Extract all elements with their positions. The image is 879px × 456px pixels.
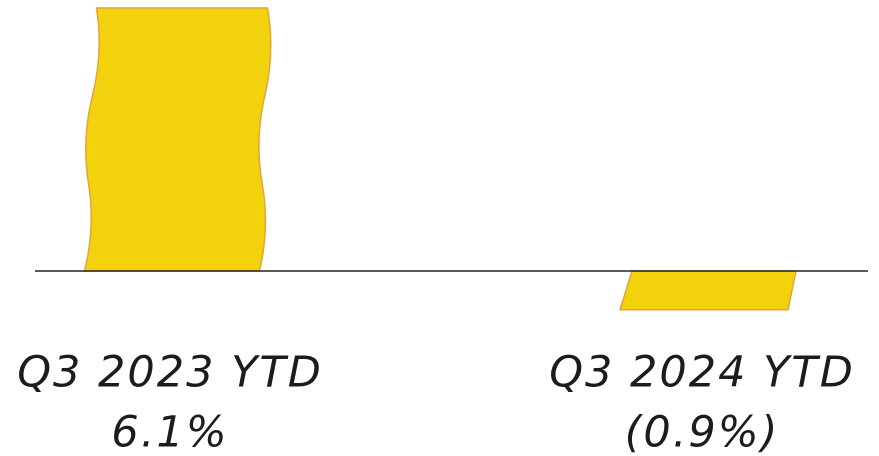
x-tick-label: Q3 2024 YTD xyxy=(549,348,855,398)
x-tick-label: Q3 2023 YTD xyxy=(17,348,323,398)
value-label: 6.1% xyxy=(111,408,228,456)
value-label: (0.9%) xyxy=(625,408,780,456)
bar xyxy=(83,7,272,272)
bar xyxy=(618,270,797,311)
